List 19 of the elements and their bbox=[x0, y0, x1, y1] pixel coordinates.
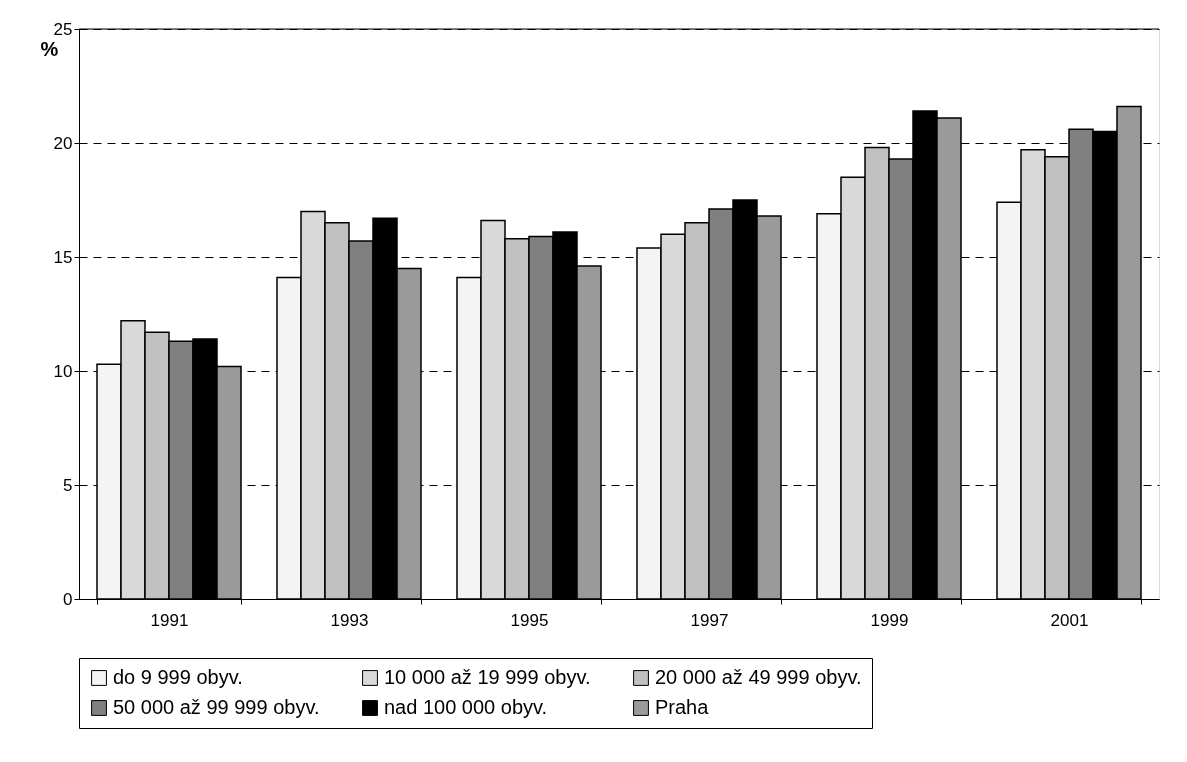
x-tick-label: 1991 bbox=[150, 610, 189, 630]
legend-label: Praha bbox=[655, 696, 710, 718]
x-tick-label: 1999 bbox=[870, 610, 909, 630]
y-tick-label: 25 bbox=[53, 19, 73, 39]
y-tick-label: 5 bbox=[63, 475, 73, 495]
x-tick-label: 1995 bbox=[510, 610, 549, 630]
legend-label: 10 000 až 19 999 obyv. bbox=[384, 666, 591, 688]
y-tick-label: 0 bbox=[63, 589, 73, 609]
x-tick-label: 1997 bbox=[690, 610, 729, 630]
x-tick-label: 1993 bbox=[330, 610, 369, 630]
y-tick-label: 20 bbox=[53, 133, 73, 153]
legend-label: nad 100 000 obyv. bbox=[384, 696, 548, 718]
x-tick-label: 2001 bbox=[1050, 610, 1089, 630]
y-tick-label: 15 bbox=[53, 247, 73, 267]
legend-label: do 9 999 obyv. bbox=[113, 666, 243, 688]
y-tick-label: 10 bbox=[53, 361, 73, 381]
legend-label: 50 000 až 99 999 obyv. bbox=[113, 696, 320, 718]
y-axis-title: % bbox=[40, 37, 59, 60]
legend-label: 20 000 až 49 999 obyv. bbox=[655, 666, 862, 688]
